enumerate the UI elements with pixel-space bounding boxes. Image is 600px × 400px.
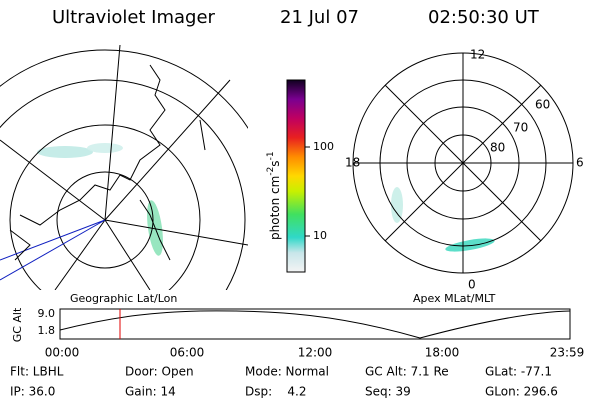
info-field: Door: Open — [125, 365, 194, 379]
lat-label: 60 — [535, 98, 550, 112]
info-panel: Flt: LBHL Door: Open Mode: Normal GC Alt: 7… — [10, 365, 558, 399]
unit: s — [268, 160, 282, 166]
colorbar — [286, 79, 306, 273]
info-field: GC Alt: 7.1 Re — [365, 365, 449, 379]
x-tick-label: 18:00 — [425, 346, 460, 360]
colorbar-tick: 10 — [313, 229, 327, 242]
x-tick-label: 00:00 — [45, 346, 80, 360]
info-field: GLon: 296.6 — [485, 385, 558, 399]
info-field: Dsp: 4.2 — [245, 385, 307, 399]
unit: photon cm — [268, 176, 282, 240]
mlt-label: 12 — [470, 48, 485, 62]
instrument-title: Ultraviolet Imager — [52, 7, 216, 28]
info-field: GLat: -77.1 — [485, 365, 552, 379]
strip-title: Apex MLat/MLT — [413, 292, 496, 305]
colorbar-tick: 100 — [313, 140, 334, 153]
altitude-curve — [59, 310, 571, 339]
lat-label: 80 — [490, 141, 505, 155]
mlt-label: 6 — [576, 156, 584, 170]
exp: -2 — [266, 167, 276, 176]
mlt-label: 18 — [345, 156, 360, 170]
y-tick-label: 9.0 — [38, 307, 56, 320]
strip-frame — [59, 308, 571, 340]
info-field: IP: 36.0 — [10, 385, 55, 399]
info-field: Mode: Normal — [245, 365, 329, 379]
exp: -1 — [266, 151, 276, 160]
mlt-label: 0 — [468, 278, 476, 292]
x-tick-label: 12:00 — [298, 346, 333, 360]
info-field: Seq: 39 — [365, 385, 411, 399]
date: 21 Jul 07 — [280, 7, 359, 28]
info-field: Gain: 14 — [125, 385, 176, 399]
colorbar-label: photon cm-2s-1 — [266, 151, 282, 240]
strip-title: Geographic Lat/Lon — [70, 292, 177, 305]
y-tick-label: 1.8 — [38, 324, 56, 337]
geographic-map — [0, 45, 248, 290]
info-field: Flt: LBHL — [10, 365, 64, 379]
y-label: GC Alt — [11, 307, 24, 342]
x-tick-label: 23:59 — [550, 346, 585, 360]
lat-label: 70 — [513, 121, 528, 135]
time: 02:50:30 UT — [428, 7, 540, 28]
polar-plot — [352, 52, 574, 274]
x-tick-label: 06:00 — [170, 346, 205, 360]
